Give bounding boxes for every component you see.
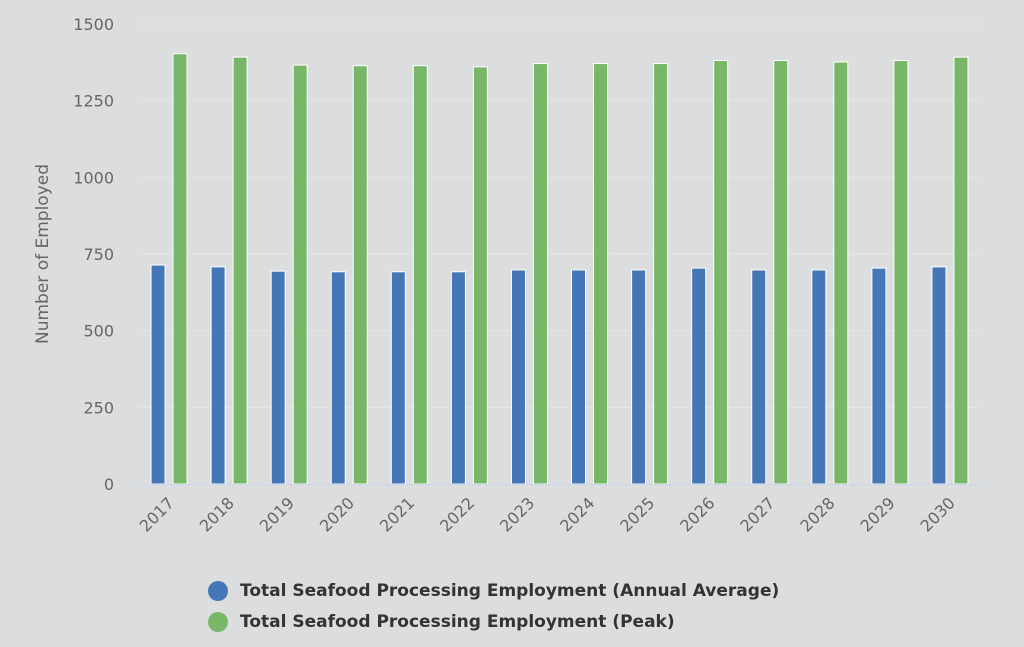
x-tick-label: 2029 bbox=[856, 493, 898, 535]
x-tick-label: 2021 bbox=[376, 493, 418, 535]
bar-chart: 0 250 500 750 1000 1250 1500 Number of Employe… bbox=[33, 15, 980, 536]
y-tick-label: 0 bbox=[104, 475, 114, 494]
legend-label: Total Seafood Processing Employment (Ann… bbox=[240, 580, 780, 601]
x-tick-label: 2022 bbox=[436, 493, 478, 535]
legend-item-annual-average[interactable]: Total Seafood Processing Employment (Ann… bbox=[208, 575, 779, 606]
bar-annual-average-2023[interactable] bbox=[510, 269, 526, 485]
x-tick-label: 2024 bbox=[556, 493, 598, 535]
x-tick-label: 2025 bbox=[616, 493, 658, 535]
x-axis-ticks: 2017 2018 2019 2020 2021 2022 2023 2024 2025 2026… bbox=[136, 493, 959, 535]
bar-annual-average-2022[interactable] bbox=[450, 271, 466, 485]
legend-marker-annual-average-icon bbox=[208, 580, 228, 601]
x-tick-label: 2026 bbox=[676, 493, 718, 535]
bar-peak-2019[interactable] bbox=[292, 64, 308, 485]
y-tick-label: 250 bbox=[83, 398, 114, 417]
bar-annual-average-2019[interactable] bbox=[270, 270, 286, 485]
bar-annual-average-2028[interactable] bbox=[811, 269, 827, 485]
bar-peak-2017[interactable] bbox=[172, 53, 188, 485]
x-tick-label: 2028 bbox=[796, 493, 838, 535]
bar-annual-average-2021[interactable] bbox=[390, 271, 406, 485]
legend-label: Total Seafood Processing Employment (Pea… bbox=[240, 611, 675, 632]
y-axis-ticks: 0 250 500 750 1000 1250 1500 bbox=[73, 15, 114, 494]
y-tick-label: 750 bbox=[83, 245, 114, 264]
bar-peak-2029[interactable] bbox=[893, 59, 909, 485]
bar-peak-2025[interactable] bbox=[653, 63, 669, 485]
legend: Total Seafood Processing Employment (Ann… bbox=[208, 575, 779, 637]
y-tick-label: 1000 bbox=[73, 168, 114, 187]
bar-peak-2028[interactable] bbox=[833, 61, 849, 485]
bar-peak-2018[interactable] bbox=[232, 56, 248, 485]
bar-annual-average-2020[interactable] bbox=[330, 271, 346, 485]
x-tick-label: 2017 bbox=[136, 493, 178, 535]
bar-annual-average-2029[interactable] bbox=[871, 267, 887, 485]
bar-peak-2020[interactable] bbox=[352, 65, 368, 485]
bar-peak-2022[interactable] bbox=[472, 66, 488, 485]
x-tick-label: 2019 bbox=[256, 493, 298, 535]
bar-annual-average-2026[interactable] bbox=[691, 267, 707, 485]
bars bbox=[150, 53, 969, 485]
bar-peak-2027[interactable] bbox=[773, 59, 789, 485]
gridlines bbox=[139, 23, 980, 408]
x-tick-label: 2023 bbox=[496, 493, 538, 535]
x-tick-label: 2027 bbox=[736, 493, 778, 535]
bar-peak-2030[interactable] bbox=[953, 56, 969, 485]
x-tick-label: 2030 bbox=[917, 493, 959, 535]
y-tick-label: 500 bbox=[83, 322, 114, 341]
bar-annual-average-2030[interactable] bbox=[931, 266, 947, 485]
bar-peak-2021[interactable] bbox=[412, 65, 428, 485]
y-tick-label: 1250 bbox=[73, 92, 114, 111]
legend-item-peak[interactable]: Total Seafood Processing Employment (Pea… bbox=[208, 606, 779, 637]
bar-peak-2026[interactable] bbox=[713, 59, 729, 485]
y-axis-title: Number of Employed bbox=[33, 164, 53, 344]
bar-peak-2023[interactable] bbox=[532, 63, 548, 485]
bar-annual-average-2025[interactable] bbox=[631, 269, 647, 485]
x-tick-label: 2018 bbox=[196, 493, 238, 535]
bar-annual-average-2024[interactable] bbox=[571, 269, 587, 485]
x-tick-label: 2020 bbox=[316, 493, 358, 535]
bar-annual-average-2018[interactable] bbox=[210, 266, 226, 485]
bar-annual-average-2017[interactable] bbox=[150, 264, 166, 485]
bar-annual-average-2027[interactable] bbox=[751, 269, 767, 485]
y-tick-label: 1500 bbox=[73, 15, 114, 34]
bar-peak-2024[interactable] bbox=[593, 63, 609, 485]
legend-marker-peak-icon bbox=[208, 611, 228, 632]
